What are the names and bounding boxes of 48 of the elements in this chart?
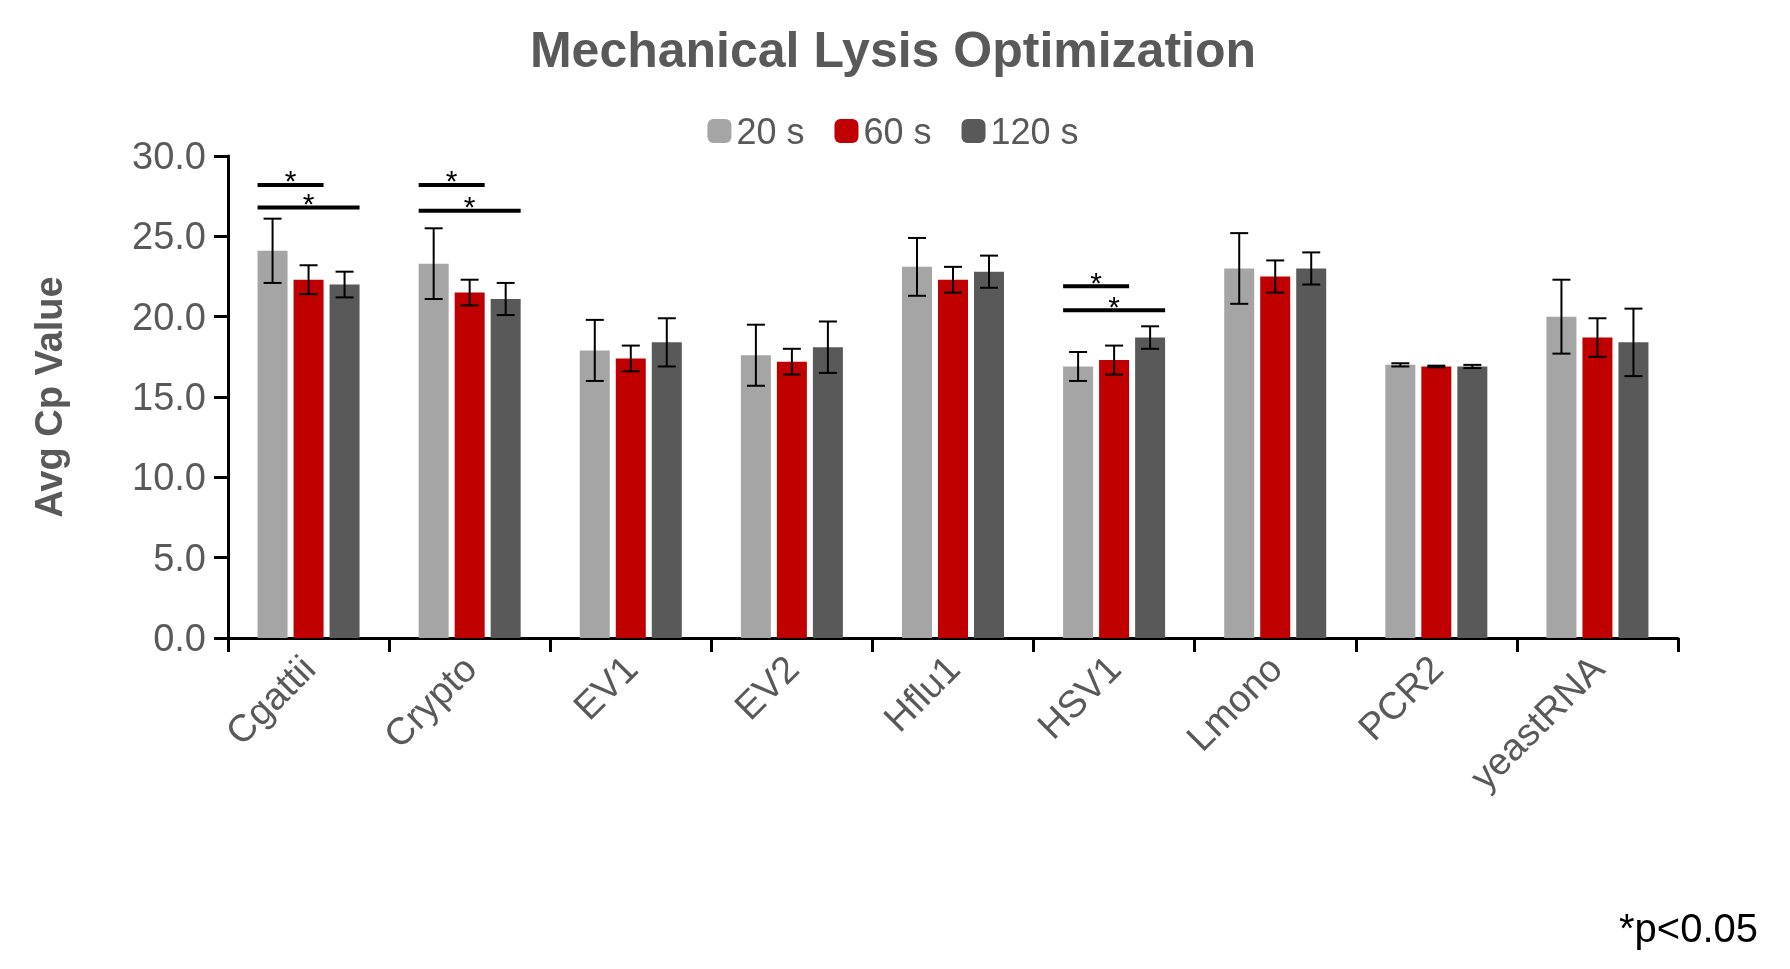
legend-label: 20 s — [736, 110, 805, 152]
bar — [1618, 342, 1649, 638]
bar — [579, 350, 610, 638]
bar — [1063, 366, 1094, 638]
bar — [293, 279, 324, 638]
bar — [776, 361, 807, 638]
y-tick-label: 0.0 — [153, 617, 206, 659]
bar — [1224, 268, 1255, 638]
bar — [418, 263, 449, 638]
bar — [454, 292, 485, 638]
annotation: * — [1108, 289, 1121, 323]
text: *p<0.05 — [1618, 906, 1759, 950]
annotation: * — [445, 164, 458, 198]
y-tick-label: 5.0 — [153, 536, 206, 579]
y-tick-label: 10.0 — [132, 456, 206, 499]
legend-label: 60 s — [863, 110, 932, 152]
y-tick-label: 25.0 — [132, 215, 206, 258]
y-axis-title: Avg Cp Value — [28, 276, 70, 518]
bar — [740, 355, 771, 638]
bar — [1457, 366, 1488, 638]
bar — [1385, 364, 1416, 638]
bar — [812, 347, 843, 638]
bar — [1546, 316, 1577, 638]
annotation: * — [284, 164, 297, 198]
bar — [490, 298, 521, 638]
x-tick-label: EV1 — [565, 647, 646, 728]
chart-title: Mechanical Lysis Optimization — [529, 22, 1257, 78]
bar — [257, 250, 288, 638]
annotation: * — [463, 190, 476, 224]
y-tick-label: 30.0 — [132, 135, 206, 177]
bar — [938, 279, 968, 638]
bar — [329, 284, 360, 638]
y-tick-label: 20.0 — [132, 295, 206, 338]
bar — [1582, 337, 1613, 638]
annotation: * — [302, 186, 315, 220]
bar — [1296, 268, 1327, 638]
x-tick-label: EV2 — [726, 647, 807, 728]
bar — [1421, 366, 1452, 638]
bar — [902, 266, 932, 638]
bar — [974, 271, 1004, 638]
legend-label: 120 s — [990, 110, 1079, 152]
bar — [651, 342, 682, 638]
bar — [1099, 360, 1130, 638]
y-tick-label: 15.0 — [132, 376, 206, 418]
bar — [1135, 337, 1166, 638]
bar — [1260, 276, 1291, 638]
annotation: * — [1090, 265, 1103, 299]
bar — [615, 358, 646, 638]
